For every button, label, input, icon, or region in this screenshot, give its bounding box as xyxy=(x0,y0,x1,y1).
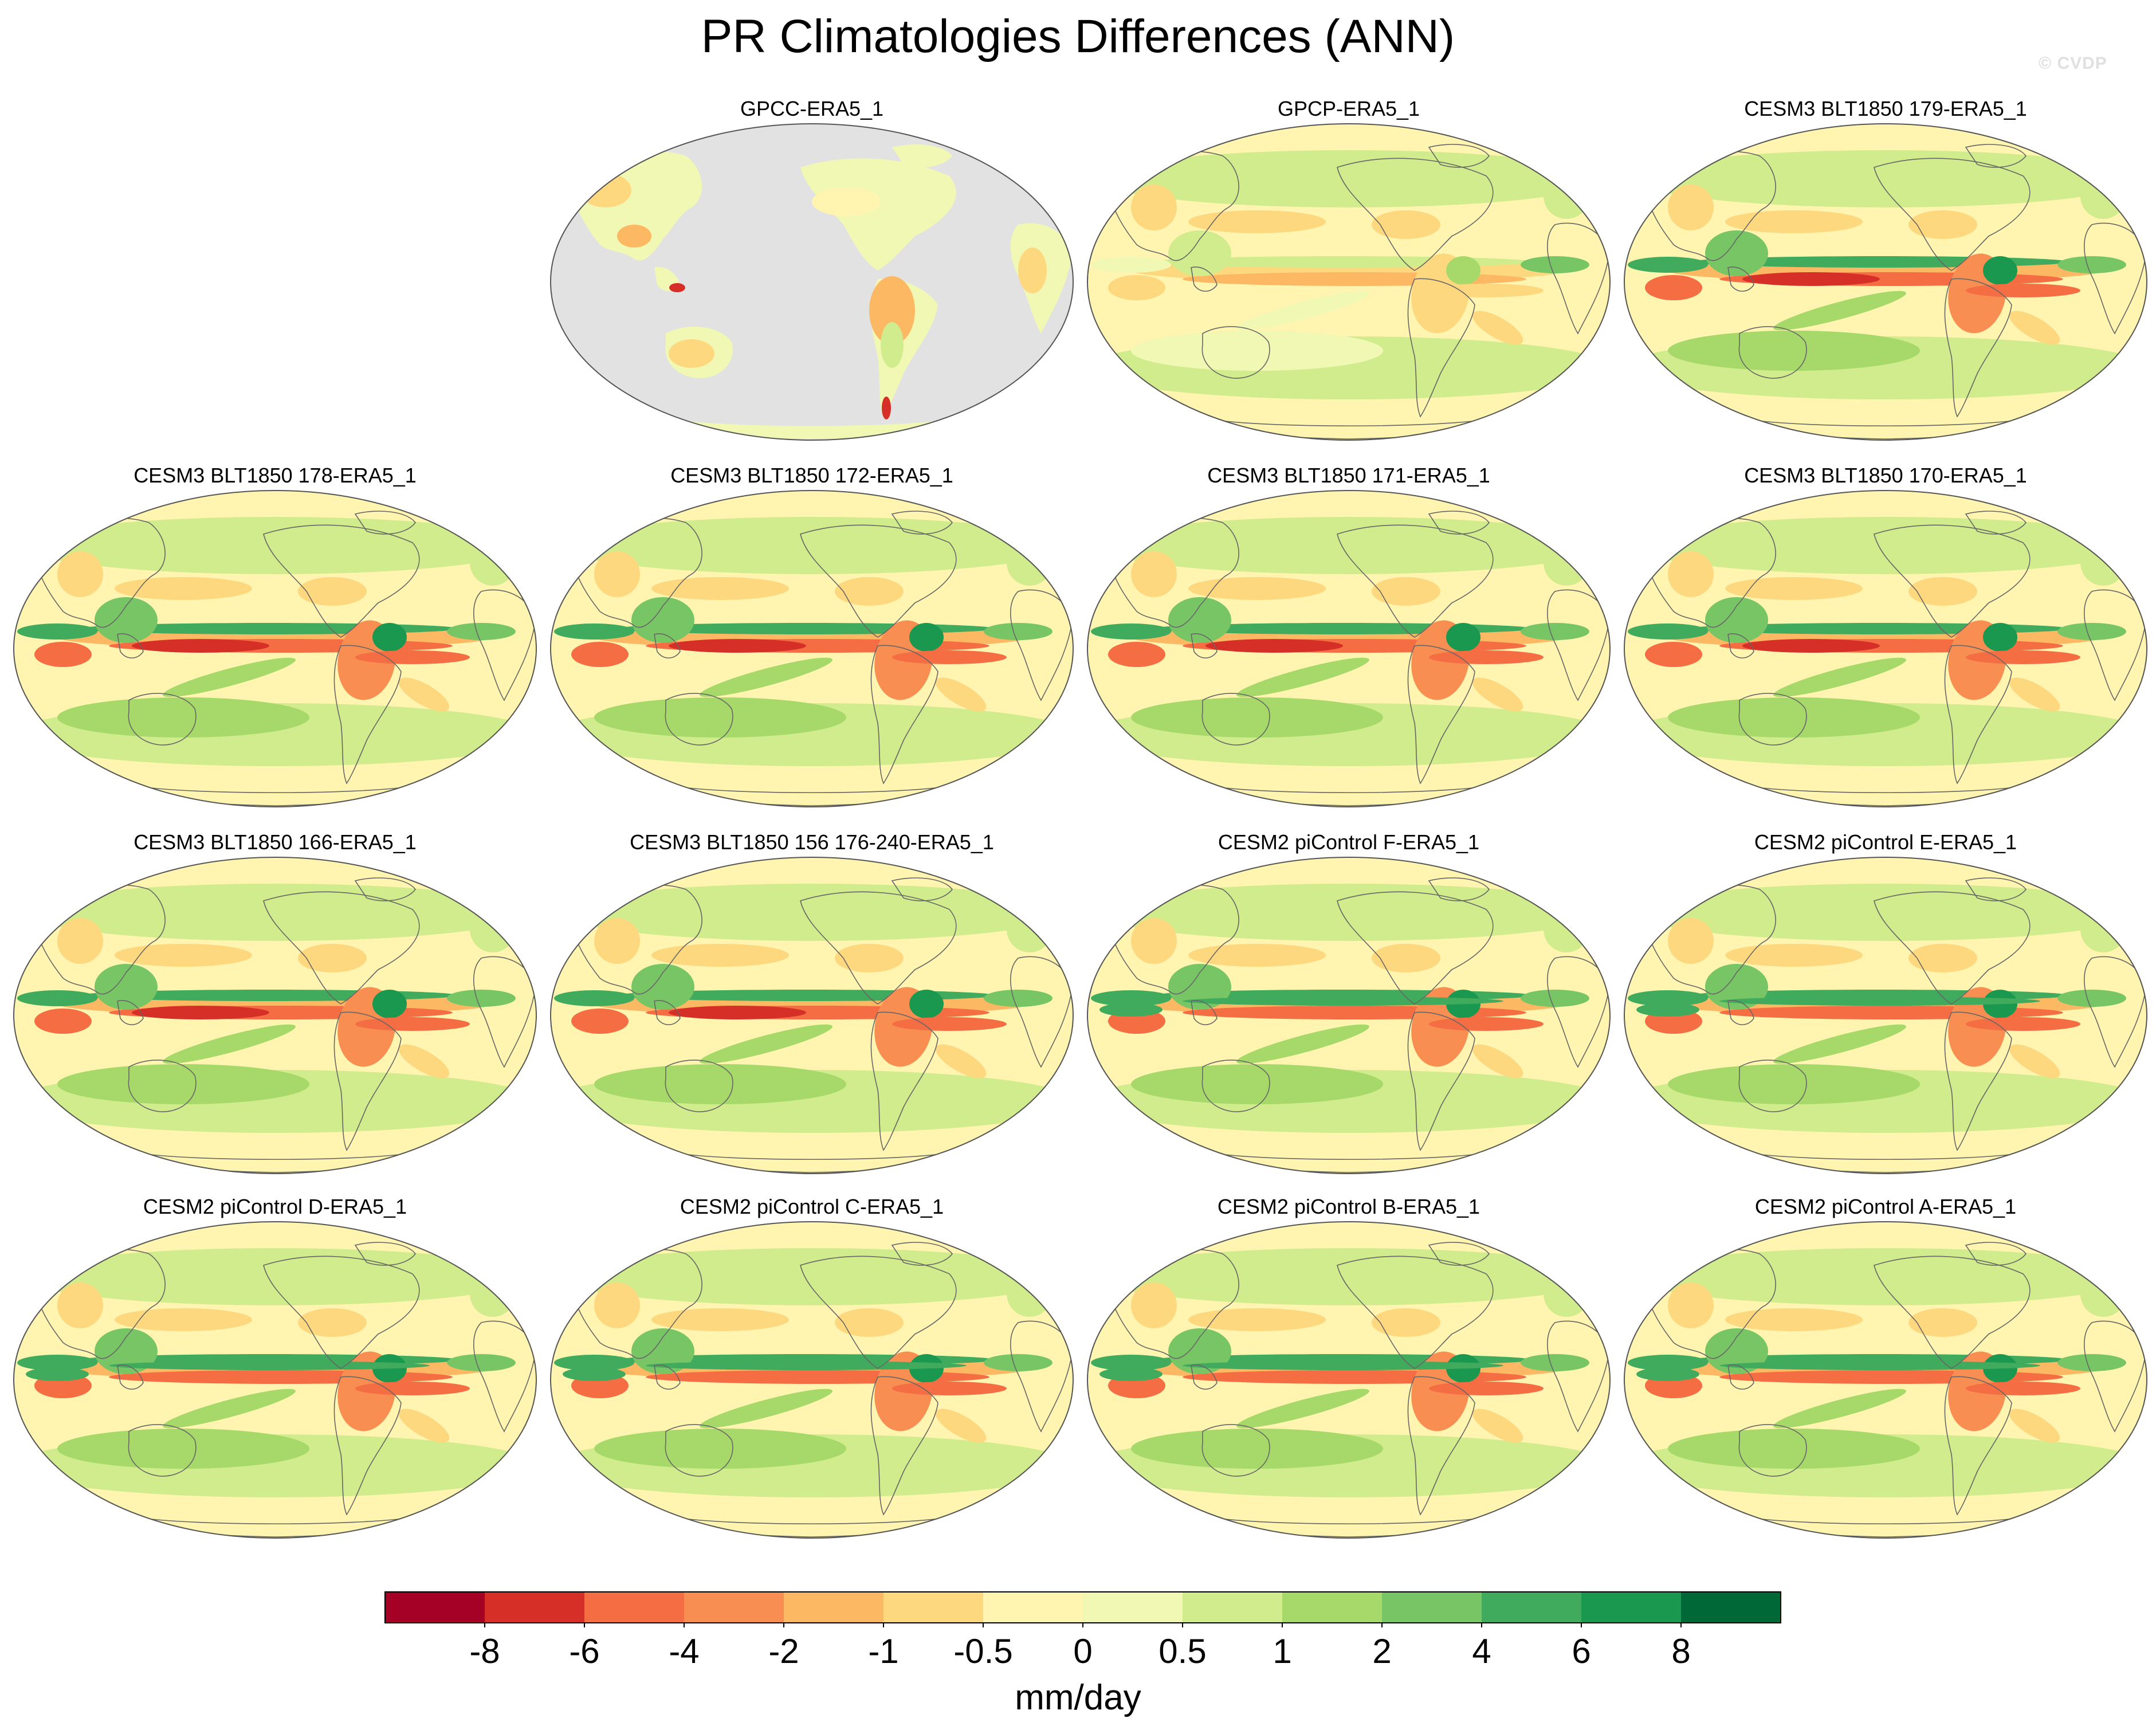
map-panel: CESM3 BLT1850 172-ERA5_1 xyxy=(548,463,1075,813)
map-image xyxy=(550,490,1074,807)
map-panel: CESM2 piControl E-ERA5_1 xyxy=(1622,830,2149,1179)
map-panels: GPCC-ERA5_1 GPCP-ERA5_1 CESM3 BLT1850 179-… xyxy=(11,96,2149,1544)
colorbar-tick-label: 4 xyxy=(1472,1632,1491,1670)
map-image xyxy=(550,123,1074,441)
colorbar-units-label: mm/day xyxy=(1015,1678,1141,1717)
page-title: PR Climatologies Differences (ANN) xyxy=(701,10,1455,62)
map-panel-title: CESM3 BLT1850 166-ERA5_1 xyxy=(133,830,417,854)
map-image xyxy=(1087,1221,1611,1539)
map-image xyxy=(550,1221,1074,1539)
colorbar-tick-label: 8 xyxy=(1671,1632,1690,1670)
watermark: © CVDP xyxy=(2039,54,2107,73)
map-panel: CESM3 BLT1850 171-ERA5_1 xyxy=(1085,463,1612,813)
map-panel-title: CESM3 BLT1850 171-ERA5_1 xyxy=(1207,464,1490,487)
map-panel-title: GPCC-ERA5_1 xyxy=(740,97,884,120)
map-panel: CESM2 piControl B-ERA5_1 xyxy=(1085,1194,1612,1544)
map-image xyxy=(13,490,537,807)
colorbar-tick-label: -1 xyxy=(868,1632,898,1670)
map-image xyxy=(1624,857,2147,1174)
map-panel: CESM3 BLT1850 166-ERA5_1 xyxy=(11,830,539,1179)
map-panel-title: CESM3 BLT1850 179-ERA5_1 xyxy=(1744,97,2027,120)
map-panel-title: CESM3 BLT1850 172-ERA5_1 xyxy=(670,464,953,487)
map-panel: CESM3 BLT1850 170-ERA5_1 xyxy=(1622,463,2149,813)
colorbar-swatch xyxy=(485,1592,584,1623)
colorbar-tick-label: -4 xyxy=(669,1632,699,1670)
colorbar-swatch xyxy=(1482,1592,1581,1623)
map-panel: CESM3 BLT1850 178-ERA5_1 xyxy=(11,463,539,813)
map-panel: CESM2 piControl A-ERA5_1 xyxy=(1622,1194,2149,1544)
map-image xyxy=(1624,490,2147,807)
colorbar-swatch xyxy=(1083,1592,1183,1623)
map-panel: CESM3 BLT1850 156 176-240-ERA5_1 xyxy=(548,830,1075,1179)
map-panel-title: CESM2 piControl B-ERA5_1 xyxy=(1217,1195,1480,1218)
colorbar-tick-label: 2 xyxy=(1372,1632,1391,1670)
map-image xyxy=(1624,123,2147,441)
map-panel-title: CESM2 piControl D-ERA5_1 xyxy=(143,1195,407,1218)
map-panel: GPCC-ERA5_1 xyxy=(548,96,1075,446)
colorbar-swatch xyxy=(1382,1592,1482,1623)
map-panel: CESM2 piControl F-ERA5_1 xyxy=(1085,830,1612,1179)
colorbar-swatch xyxy=(584,1592,684,1623)
map-panel-title: CESM2 piControl F-ERA5_1 xyxy=(1218,830,1480,854)
colorbar-swatch xyxy=(784,1592,883,1623)
colorbar-swatch xyxy=(1681,1592,1781,1623)
map-panel: GPCP-ERA5_1 xyxy=(1085,96,1612,446)
colorbar-tick-label: -8 xyxy=(469,1632,500,1670)
map-image xyxy=(1087,123,1611,441)
colorbar-tick-label: 0.5 xyxy=(1158,1632,1206,1670)
colorbar-swatch xyxy=(385,1592,485,1623)
colorbar-tick-label: 1 xyxy=(1273,1632,1291,1670)
map-panel-title: CESM2 piControl E-ERA5_1 xyxy=(1754,830,2017,854)
map-panel-title: CESM2 piControl C-ERA5_1 xyxy=(680,1195,944,1218)
map-image xyxy=(13,1221,537,1539)
colorbar: -8 -6 -4 -2 -1 -0.5 0 0.5 1 2 4 6 8 xyxy=(384,1591,1781,1670)
map-panel-title: CESM2 piControl A-ERA5_1 xyxy=(1754,1195,2017,1218)
map-panel-title: CESM3 BLT1850 156 176-240-ERA5_1 xyxy=(630,830,994,854)
map-image xyxy=(13,857,537,1174)
map-panel: CESM2 piControl D-ERA5_1 xyxy=(11,1194,539,1544)
map-panel-title: CESM3 BLT1850 170-ERA5_1 xyxy=(1744,464,2027,487)
colorbar-tick-label: 0 xyxy=(1073,1632,1092,1670)
colorbar-tick-label: -0.5 xyxy=(953,1632,1012,1670)
colorbar-swatch xyxy=(1282,1592,1382,1623)
map-image xyxy=(1624,1221,2147,1539)
map-image xyxy=(550,857,1074,1174)
colorbar-swatch xyxy=(1581,1592,1681,1623)
map-panel: CESM3 BLT1850 179-ERA5_1 xyxy=(1622,96,2149,446)
colorbar-swatch xyxy=(684,1592,784,1623)
colorbar-swatch xyxy=(883,1592,983,1623)
colorbar-swatch xyxy=(983,1592,1083,1623)
map-image xyxy=(1087,490,1611,807)
colorbar-tick-label: -6 xyxy=(569,1632,599,1670)
colorbar-tick-label: 6 xyxy=(1572,1632,1591,1670)
colorbar-swatch xyxy=(1183,1592,1282,1623)
map-panel-title: GPCP-ERA5_1 xyxy=(1277,97,1420,120)
map-panel-title: CESM3 BLT1850 178-ERA5_1 xyxy=(133,464,417,487)
map-panel: CESM2 piControl C-ERA5_1 xyxy=(548,1194,1075,1544)
map-image xyxy=(1087,857,1611,1174)
colorbar-tick-label: -2 xyxy=(768,1632,799,1670)
